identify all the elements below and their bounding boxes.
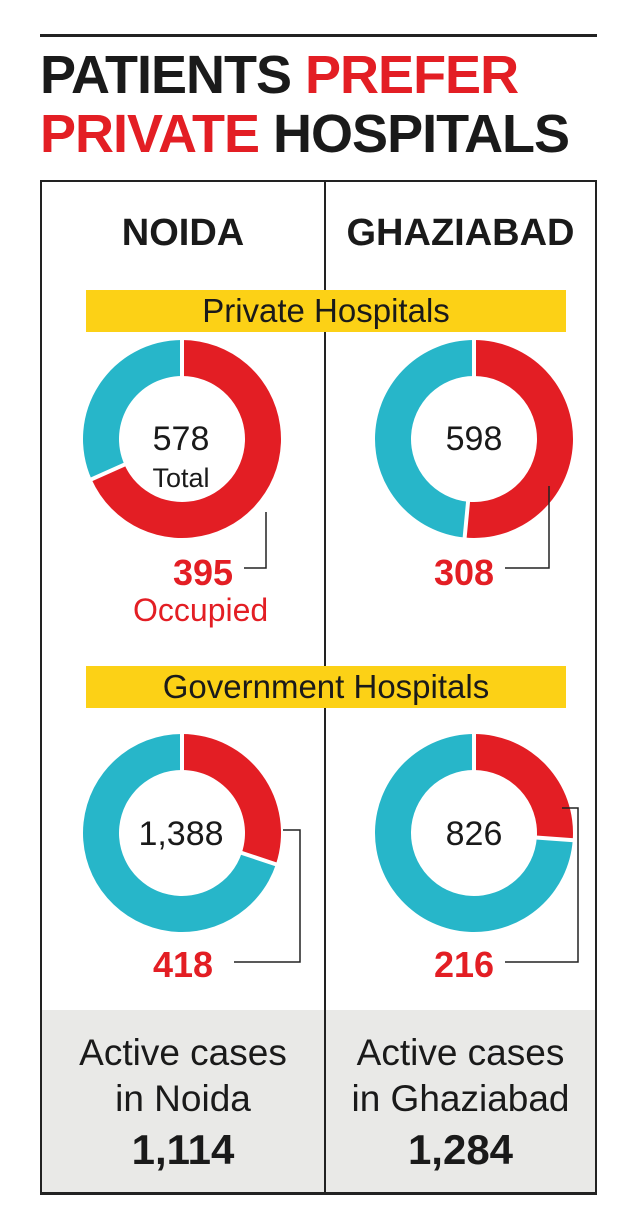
total-label-ghaziabad-private: 598 <box>445 420 503 458</box>
donut-slice-vacant <box>375 734 573 932</box>
headline-word-hospitals: HOSPITALS <box>273 104 570 164</box>
headline-line-2: PRIVATE HOSPITALS <box>40 105 600 164</box>
headline-word-private: PRIVATE <box>40 104 260 164</box>
headline: PATIENTS PREFER PRIVATE HOSPITALS <box>40 46 600 164</box>
footer-noida-line-2: in Noida <box>115 1078 251 1119</box>
footer-ghaziabad-line-2: in Ghaziabad <box>351 1078 570 1119</box>
occupied-label-noida-government: 418 <box>153 944 214 985</box>
total-label-noida-private: 578 <box>152 420 210 458</box>
donut-slice-occupied <box>464 340 574 538</box>
section-band-government: Government Hospitals <box>86 666 566 708</box>
donut-slice-vacant <box>82 734 276 933</box>
top-rule <box>40 34 597 37</box>
total-caption: Total <box>152 463 210 493</box>
donut-slice-occupied <box>91 340 281 538</box>
right-border <box>595 180 597 1194</box>
headline-word-prefer: PREFER <box>305 45 519 105</box>
donut-slice-occupied <box>182 734 281 865</box>
total-label-ghaziabad-government: 826 <box>445 815 503 853</box>
header-rule <box>40 180 597 182</box>
footer-noida-line-1: Active cases <box>79 1032 287 1073</box>
leader-line <box>505 807 579 963</box>
occupied-label-noida-private: 395 <box>173 552 234 593</box>
donut-charts <box>82 339 579 963</box>
column-heading-noida: NOIDA <box>121 212 245 254</box>
leader-line <box>505 486 550 569</box>
headline-word-patients: PATIENTS <box>40 45 292 105</box>
slice-separator <box>89 462 127 482</box>
left-border <box>40 180 42 1194</box>
occupied-caption: Occupied <box>133 592 269 628</box>
headline-line-1: PATIENTS PREFER <box>40 46 600 105</box>
slice-separator <box>462 500 471 539</box>
leader-line <box>244 512 267 569</box>
footer-ghaziabad: Active cases in Ghaziabad 1,284 <box>326 1010 595 1192</box>
section-band-private: Private Hospitals <box>86 290 566 332</box>
slice-separator <box>240 850 278 867</box>
column-heading-ghaziabad: GHAZIABAD <box>346 212 575 254</box>
leader-line <box>234 829 301 963</box>
bottom-rule <box>40 1192 597 1195</box>
donut-slice-vacant <box>83 340 182 480</box>
total-label-noida-government: 1,388 <box>138 815 224 853</box>
donut-slice-vacant <box>375 340 474 538</box>
footer-ghaziabad-line-1: Active cases <box>356 1032 565 1073</box>
occupied-label-ghaziabad-government: 216 <box>434 944 495 985</box>
donut-slice-occupied <box>474 734 574 841</box>
footer-noida: Active cases in Noida 1,114 <box>42 1010 324 1192</box>
occupied-label-ghaziabad-private: 308 <box>434 552 495 593</box>
slice-separator <box>535 835 574 843</box>
active-cases-ghaziabad: 1,284 <box>407 1126 514 1173</box>
active-cases-noida: 1,114 <box>131 1126 235 1173</box>
